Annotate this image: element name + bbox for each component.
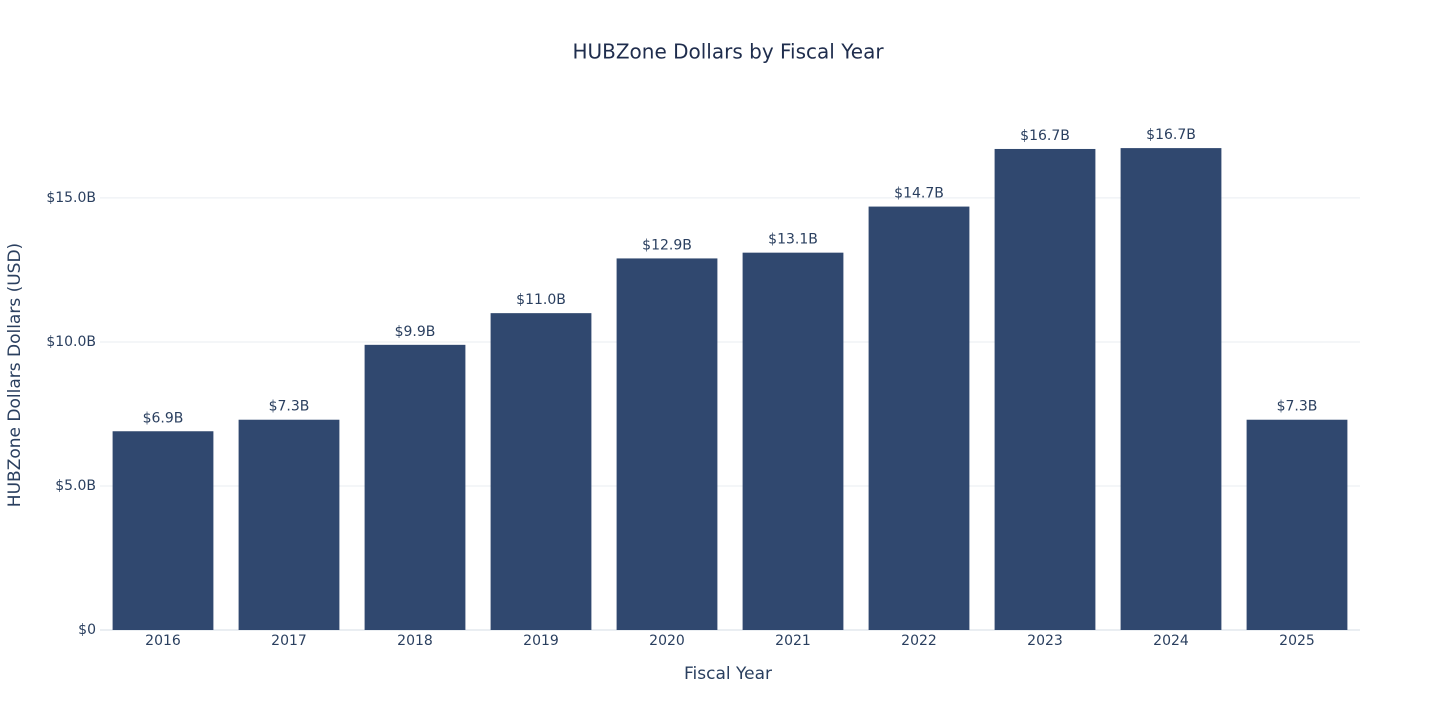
x-tick-label: 2021 [775, 633, 811, 649]
bar [868, 206, 970, 630]
value-label: $6.9B [143, 410, 184, 426]
value-label: $16.7B [1146, 127, 1196, 143]
y-axis-title: HUBZone Dollars Dollars (USD) [5, 243, 25, 507]
value-label: $7.3B [1277, 399, 1318, 415]
y-tick-label: $5.0B [55, 478, 96, 494]
x-tick-label: 2018 [397, 633, 433, 649]
x-tick-label: 2025 [1279, 633, 1315, 649]
x-tick-label: 2023 [1027, 633, 1063, 649]
x-axis-title: Fiscal Year [684, 664, 772, 684]
bar [238, 419, 340, 630]
bar [1246, 419, 1348, 630]
y-tick-label: $10.0B [46, 334, 96, 350]
bar [994, 148, 1096, 630]
value-label: $14.7B [894, 186, 944, 202]
value-label: $12.9B [642, 237, 692, 253]
value-label: $16.7B [1020, 128, 1070, 144]
x-tick-label: 2020 [649, 633, 685, 649]
bar [616, 258, 718, 630]
x-tick-label: 2019 [523, 633, 559, 649]
chart-title: HUBZone Dollars by Fiscal Year [572, 40, 884, 64]
bar [364, 344, 466, 630]
value-label: $7.3B [269, 399, 310, 415]
bar [112, 431, 214, 630]
x-tick-label: 2017 [271, 633, 307, 649]
bar [490, 313, 592, 630]
x-tick-label: 2024 [1153, 633, 1189, 649]
y-tick-label: $0 [78, 622, 96, 638]
value-label: $13.1B [768, 232, 818, 248]
bar [1120, 148, 1222, 630]
x-tick-label: 2022 [901, 633, 937, 649]
x-tick-label: 2016 [145, 633, 181, 649]
bar [742, 252, 844, 631]
y-tick-label: $15.0B [46, 190, 96, 206]
value-label: $9.9B [395, 324, 436, 340]
value-label: $11.0B [516, 292, 566, 308]
